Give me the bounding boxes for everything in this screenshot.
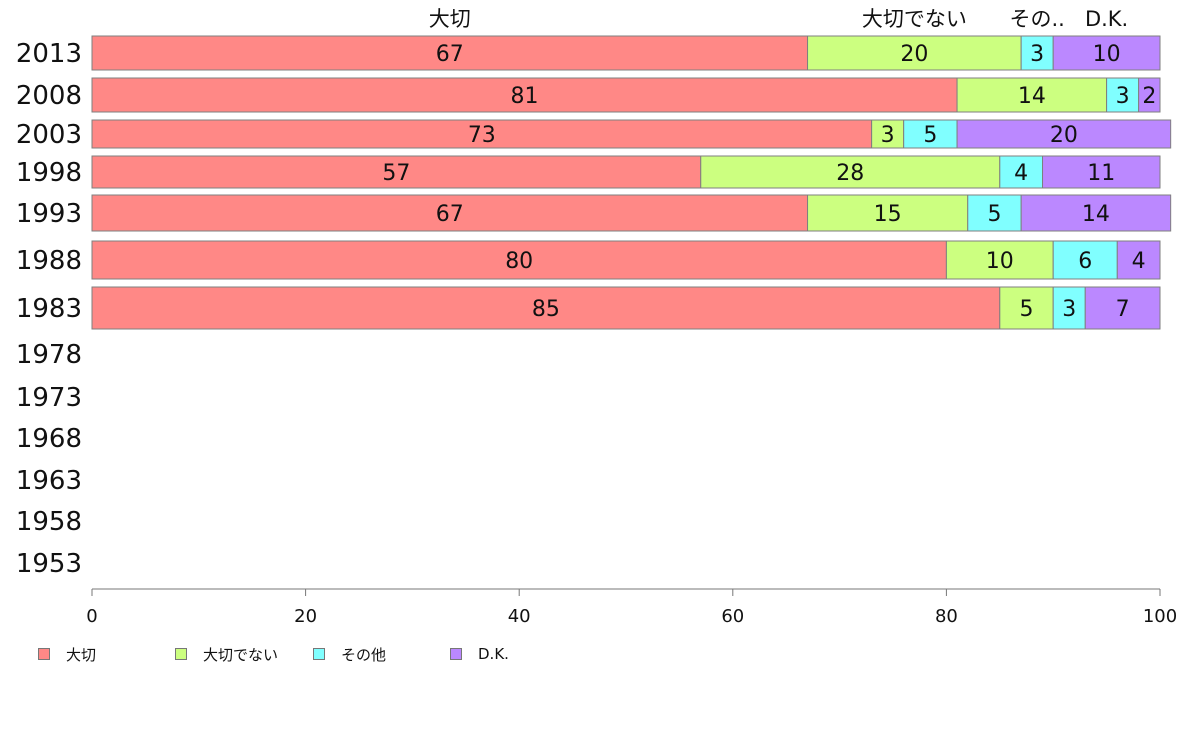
data-label: 6 <box>1078 249 1092 274</box>
y-tick-label: 1963 <box>16 466 82 496</box>
y-tick-label: 1988 <box>16 246 82 276</box>
bar-segment <box>91 286 1001 330</box>
y-axis-labels: 2013 2008 2003 1998 1993 1988 1983 1978 1973 1968… <box>16 39 82 579</box>
data-label: 3 <box>1116 84 1130 109</box>
data-label: 11 <box>1087 161 1115 186</box>
bar-segment <box>956 119 1172 149</box>
data-label: 67 <box>436 42 464 67</box>
y-tick-label: 2008 <box>16 81 82 111</box>
legend-item: 大切でない <box>175 640 278 668</box>
y-tick-label: 1958 <box>16 507 82 537</box>
data-label: 3 <box>881 123 895 148</box>
data-label: 10 <box>1093 42 1121 67</box>
data-label: 4 <box>1132 249 1146 274</box>
legend-item: その他 <box>313 640 386 668</box>
bar-segment <box>1020 194 1172 232</box>
bar-segment <box>956 77 1108 113</box>
y-tick-label: 1968 <box>16 424 82 454</box>
data-label: 81 <box>511 84 539 109</box>
series-header: 大切でない <box>862 7 967 31</box>
y-tick-label: 1978 <box>16 340 82 370</box>
y-tick-label: 1993 <box>16 199 82 229</box>
bar-segment <box>967 194 1022 232</box>
y-tick-label: 2013 <box>16 39 82 69</box>
legend-swatch <box>38 648 50 660</box>
bar-segment <box>903 119 958 149</box>
bar-segment <box>871 119 905 149</box>
bar-segment <box>1138 77 1161 113</box>
data-label: 3 <box>1062 297 1076 322</box>
bar-segment <box>1084 286 1161 330</box>
y-tick-label: 1953 <box>16 549 82 579</box>
bar-segment <box>700 155 1001 189</box>
legend-label: 大切 <box>66 645 97 664</box>
legend-label: D.K. <box>478 645 509 663</box>
data-label: 3 <box>1030 42 1044 67</box>
data-label: 20 <box>900 42 928 67</box>
bar-segment <box>91 35 809 71</box>
legend-item: D.K. <box>450 640 509 668</box>
data-label: 67 <box>436 202 464 227</box>
series-header: その.. <box>1010 7 1065 31</box>
y-tick-label: 1998 <box>16 158 82 188</box>
legend-label: その他 <box>341 645 387 664</box>
data-label: 85 <box>532 297 560 322</box>
legend-swatch <box>175 648 187 660</box>
bar-segment <box>91 77 958 113</box>
data-label: 14 <box>1082 202 1110 227</box>
bar-segment <box>1116 240 1161 280</box>
bar-segment <box>945 240 1054 280</box>
data-label: 80 <box>505 249 533 274</box>
y-tick-label: 1973 <box>16 383 82 413</box>
data-label: 10 <box>986 249 1014 274</box>
legend-swatch <box>313 648 325 660</box>
series-header: 大切 <box>429 7 471 31</box>
series-header: D.K. <box>1085 7 1128 31</box>
data-label: 2 <box>1142 84 1156 109</box>
legend-label: 大切でない <box>203 645 279 664</box>
bar-segment <box>1042 155 1161 189</box>
data-label: 73 <box>468 123 496 148</box>
data-label: 5 <box>923 123 937 148</box>
x-tick-label: 100 <box>1143 606 1177 627</box>
bar-segment <box>91 119 873 149</box>
data-label: 28 <box>836 161 864 186</box>
series-headers: 大切 大切でない その.. D.K. <box>429 7 1128 31</box>
data-label: 7 <box>1116 297 1130 322</box>
data-label: 5 <box>987 202 1001 227</box>
legend-item: 大切 <box>38 640 96 668</box>
bar-segment <box>1052 286 1086 330</box>
x-tick-label: 80 <box>935 606 958 627</box>
data-label: 5 <box>1020 297 1034 322</box>
x-tick-label: 0 <box>86 606 97 627</box>
bar-segment <box>807 194 969 232</box>
y-tick-label: 1983 <box>16 294 82 324</box>
bar-segment <box>999 155 1044 189</box>
bar-segment <box>1106 77 1140 113</box>
x-tick-label: 20 <box>294 606 317 627</box>
bar-segment <box>91 194 809 232</box>
x-tick-label: 60 <box>721 606 744 627</box>
data-label: 20 <box>1050 123 1078 148</box>
bar-segment <box>91 155 702 189</box>
bar-segment <box>1052 240 1118 280</box>
data-label: 15 <box>874 202 902 227</box>
y-tick-label: 2003 <box>16 120 82 150</box>
data-label: 14 <box>1018 84 1046 109</box>
bar-segment <box>1020 35 1054 71</box>
bar-segment <box>1052 35 1161 71</box>
bar-segment <box>999 286 1054 330</box>
bar-segment <box>807 35 1022 71</box>
data-label: 4 <box>1014 161 1028 186</box>
legend-swatch <box>450 648 462 660</box>
x-axis: 0 20 40 60 80 100 <box>86 588 1177 627</box>
x-tick-label: 40 <box>508 606 531 627</box>
bar-segment <box>91 240 947 280</box>
data-label: 57 <box>382 161 410 186</box>
